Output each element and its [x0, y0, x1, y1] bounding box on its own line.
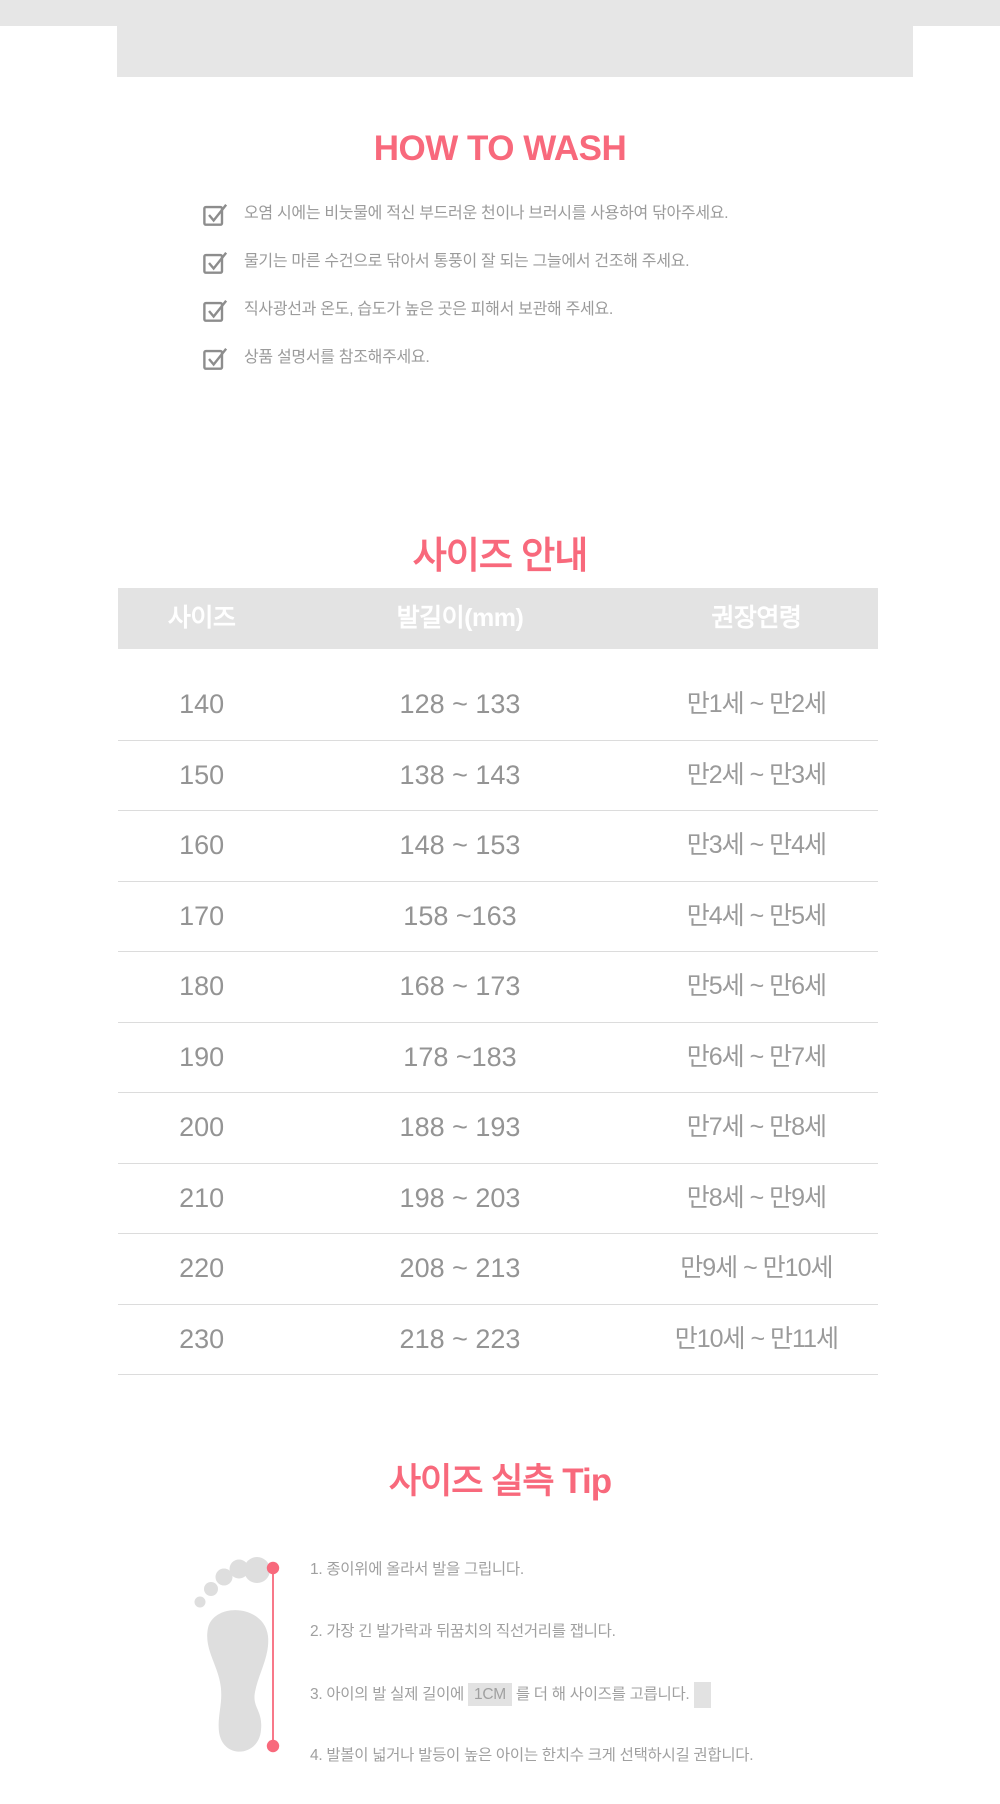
size-table-row: 170 158 ~163 만4세 ~ 만5세: [118, 882, 878, 952]
size-tip-section: 1. 종이위에 올라서 발을 그립니다. 2. 가장 긴 발가락과 뒤꿈치의 직…: [0, 1540, 1000, 1804]
size-table-row: 230 218 ~ 223 만10세 ~ 만11세: [118, 1305, 878, 1375]
checkbox-checked-icon: [203, 348, 228, 370]
wash-instruction-text: 직사광선과 온도, 습도가 높은 곳은 피해서 보관해 주세요.: [244, 301, 613, 318]
size-cell: 150: [179, 759, 225, 790]
wash-instruction-text: 상품 설명서를 참조해주세요.: [244, 349, 430, 366]
size-table-body: 140 128 ~ 133 만1세 ~ 만2세 150 138 ~ 143 만2세 ~ 만…: [118, 649, 878, 1375]
tip-section-title: 사이즈 실측 Tip: [388, 1462, 612, 1502]
size-table-row: 190 178 ~183 만6세 ~ 만7세: [118, 1023, 878, 1093]
foot-length-cell: 138 ~ 143: [399, 759, 521, 790]
size-table-row: 210 198 ~ 203 만8세 ~ 만9세: [118, 1164, 878, 1234]
wash-section-title: HOW TO WASH: [373, 129, 627, 169]
age-cell: 만4세 ~ 만5세: [686, 901, 827, 930]
size-table-header-age: 권장연령: [711, 604, 802, 632]
size-table-header-footlength: 발길이(mm): [396, 604, 524, 632]
wash-check-item: 직사광선과 온도, 습도가 높은 곳은 피해서 보관해 주세요.: [203, 298, 823, 322]
age-cell: 만1세 ~ 만2세: [686, 690, 827, 718]
size-cell: 230: [179, 1323, 225, 1354]
checkbox-checked-icon: [203, 300, 228, 322]
foot-length-cell: 178 ~183: [403, 1041, 517, 1072]
footprint-measure-icon: [194, 1557, 280, 1753]
age-cell: 만6세 ~ 만7세: [686, 1042, 827, 1071]
age-cell: 만5세 ~ 만6세: [686, 972, 827, 1000]
foot-length-cell: 218 ~ 223: [399, 1323, 521, 1354]
size-cell: 210: [179, 1182, 225, 1213]
tip-item-2: 2. 가장 긴 발가락과 뒤꿈치의 직선거리를 잽니다.: [310, 1623, 616, 1640]
tip-3-prefix: 3. 아이의 발 실제 길이에: [310, 1686, 468, 1704]
tip-item-3: 3. 아이의 발 실제 길이에 1CM 를 더 해 사이즈를 고릅니다.: [310, 1682, 712, 1708]
size-table-row: 180 168 ~ 173 만5세 ~ 만6세: [118, 952, 878, 1023]
size-table: 사이즈 발길이(mm) 권장연령 140 128 ~ 133 만1세 ~ 만2세 15…: [118, 588, 878, 1375]
wash-check-item: 오염 시에는 비눗물에 적신 부드러운 천이나 브러시를 사용하여 닦아주세요.: [203, 202, 823, 226]
checkbox-checked-icon: [203, 252, 228, 274]
foot-length-cell: 198 ~ 203: [399, 1182, 521, 1213]
tip-3-highlight-1cm: 1CM: [468, 1683, 512, 1707]
tip-3-suffix: 를 더 해 사이즈를 고릅니다.: [511, 1686, 690, 1704]
wash-instruction-text: 오염 시에는 비눗물에 적신 부드러운 천이나 브러시를 사용하여 닦아주세요.: [244, 205, 729, 222]
size-table-row: 160 148 ~ 153 만3세 ~ 만4세: [118, 811, 878, 882]
foot-length-cell: 188 ~ 193: [399, 1112, 521, 1142]
checkbox-checked-icon: [203, 204, 228, 226]
measure-line: [266, 1561, 280, 1753]
foot-length-cell: 128 ~ 133: [399, 689, 521, 719]
size-guide-title: 사이즈 안내: [412, 534, 588, 576]
age-cell: 만2세 ~ 만3세: [686, 760, 827, 789]
foot-length-cell: 158 ~163: [403, 900, 517, 931]
size-table-row: 140 128 ~ 133 만1세 ~ 만2세: [118, 670, 878, 741]
age-cell: 만9세 ~ 만10세: [680, 1254, 833, 1282]
size-cell: 160: [179, 830, 225, 860]
wash-instruction-text: 물기는 마른 수건으로 닦아서 통풍이 잘 되는 그늘에서 건조해 주세요.: [244, 253, 690, 270]
size-cell: 190: [179, 1041, 225, 1072]
foot-length-cell: 208 ~ 213: [399, 1253, 521, 1283]
size-cell: 220: [179, 1253, 225, 1283]
tip-item-1: 1. 종이위에 올라서 발을 그립니다.: [310, 1561, 524, 1578]
size-cell: 200: [179, 1112, 225, 1142]
size-table-row: 200 188 ~ 193 만7세 ~ 만8세: [118, 1093, 878, 1164]
previous-section-strip: [0, 0, 1000, 26]
age-cell: 만7세 ~ 만8세: [686, 1113, 827, 1141]
size-table-row: 150 138 ~ 143 만2세 ~ 만3세: [118, 741, 878, 811]
wash-checklist: 오염 시에는 비눗물에 적신 부드러운 천이나 브러시를 사용하여 닦아주세요.…: [203, 202, 823, 394]
size-table-header-row: 사이즈 발길이(mm) 권장연령: [118, 588, 878, 649]
foot-length-cell: 168 ~ 173: [399, 971, 521, 1001]
size-table-row: 220 208 ~ 213 만9세 ~ 만10세: [118, 1234, 878, 1305]
highlight-artifact-box: [694, 1682, 712, 1708]
size-cell: 180: [179, 971, 225, 1001]
age-cell: 만3세 ~ 만4세: [686, 831, 827, 859]
foot-length-cell: 148 ~ 153: [399, 830, 521, 860]
wash-check-item: 물기는 마른 수건으로 닦아서 통풍이 잘 되는 그늘에서 건조해 주세요.: [203, 250, 823, 274]
tip-item-4: 4. 발볼이 넓거나 발등이 높은 아이는 한치수 크게 선택하시길 권합니다.: [310, 1747, 754, 1764]
age-cell: 만8세 ~ 만9세: [686, 1183, 827, 1212]
wash-check-item: 상품 설명서를 참조해주세요.: [203, 346, 823, 370]
previous-section-remnant: [117, 26, 913, 77]
size-cell: 140: [179, 689, 225, 719]
age-cell: 만10세 ~ 만11세: [674, 1324, 839, 1353]
size-cell: 170: [179, 900, 225, 931]
size-table-header-size: 사이즈: [167, 604, 236, 632]
